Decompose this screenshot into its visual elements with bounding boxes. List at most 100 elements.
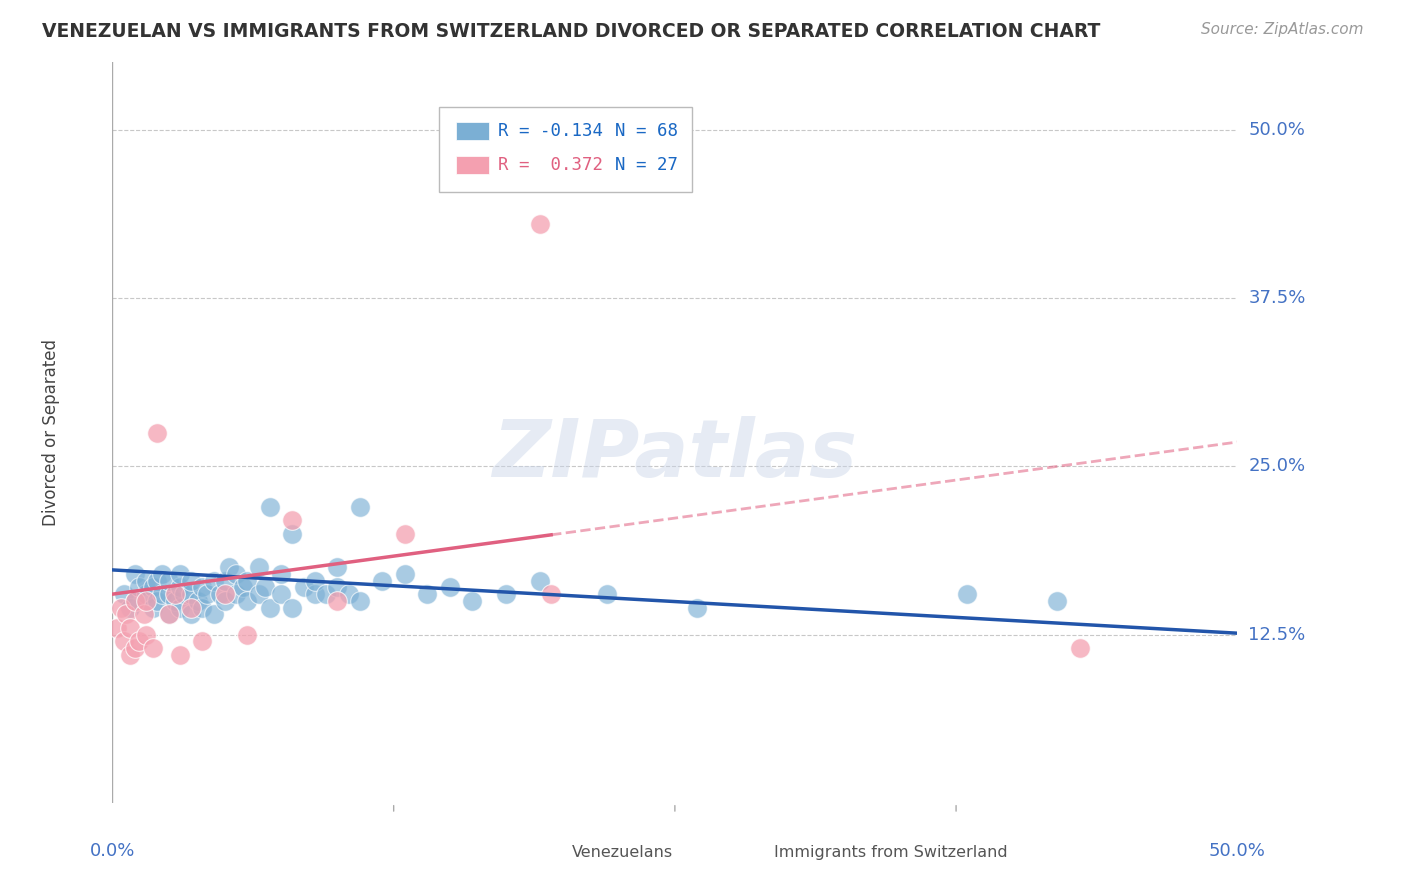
Text: 50.0%: 50.0% <box>1249 120 1305 139</box>
Point <box>157 607 180 622</box>
Point <box>236 594 259 608</box>
Point <box>112 587 135 601</box>
Point <box>165 594 187 608</box>
Text: 12.5%: 12.5% <box>1249 625 1306 643</box>
Text: Venezuelans: Venezuelans <box>571 845 672 860</box>
Point <box>349 500 371 514</box>
FancyBboxPatch shape <box>529 844 562 862</box>
Point <box>270 566 292 581</box>
Point <box>225 566 247 581</box>
Point <box>254 581 277 595</box>
Point <box>191 581 214 595</box>
Point <box>247 587 270 601</box>
Text: Source: ZipAtlas.com: Source: ZipAtlas.com <box>1201 22 1364 37</box>
Point <box>135 574 157 588</box>
Point <box>110 600 132 615</box>
Point <box>142 600 165 615</box>
Point <box>326 594 349 608</box>
Point <box>529 217 551 231</box>
Point <box>236 574 259 588</box>
Point <box>195 587 218 601</box>
Point <box>259 500 281 514</box>
Text: 37.5%: 37.5% <box>1249 289 1306 307</box>
Point <box>281 600 304 615</box>
Point <box>120 621 142 635</box>
Point <box>232 581 254 595</box>
Point <box>169 581 191 595</box>
Point <box>169 600 191 615</box>
Text: ZIPatlas: ZIPatlas <box>492 416 858 494</box>
Text: N = 68: N = 68 <box>616 122 678 140</box>
Point <box>128 634 150 648</box>
Point <box>225 587 247 601</box>
Point <box>304 574 326 588</box>
Point <box>169 566 191 581</box>
Point <box>120 648 142 662</box>
Point <box>173 587 195 601</box>
Point <box>1069 640 1091 655</box>
Text: R = -0.134: R = -0.134 <box>498 122 603 140</box>
Point <box>191 600 214 615</box>
FancyBboxPatch shape <box>456 156 489 174</box>
Point <box>529 574 551 588</box>
Point <box>218 560 240 574</box>
Text: Immigrants from Switzerland: Immigrants from Switzerland <box>773 845 1008 860</box>
Point <box>349 594 371 608</box>
Point <box>157 607 180 622</box>
FancyBboxPatch shape <box>439 107 692 192</box>
Point <box>169 648 191 662</box>
Point <box>209 587 232 601</box>
Point <box>326 581 349 595</box>
Point <box>214 574 236 588</box>
Text: 0.0%: 0.0% <box>90 842 135 860</box>
Point <box>180 600 202 615</box>
Point <box>165 587 187 601</box>
Point <box>315 587 337 601</box>
Point <box>135 594 157 608</box>
Point <box>180 574 202 588</box>
Point <box>135 587 157 601</box>
Point <box>135 627 157 641</box>
Point <box>112 634 135 648</box>
Point <box>394 566 416 581</box>
Point <box>157 587 180 601</box>
Point <box>439 581 461 595</box>
Text: VENEZUELAN VS IMMIGRANTS FROM SWITZERLAND DIVORCED OR SEPARATED CORRELATION CHAR: VENEZUELAN VS IMMIGRANTS FROM SWITZERLAN… <box>42 22 1101 41</box>
Point <box>187 594 209 608</box>
Point <box>214 594 236 608</box>
Text: Divorced or Separated: Divorced or Separated <box>42 339 59 526</box>
Point <box>337 587 360 601</box>
Point <box>259 600 281 615</box>
Point <box>191 634 214 648</box>
Point <box>128 581 150 595</box>
Point <box>142 581 165 595</box>
Point <box>150 566 173 581</box>
Point <box>180 607 202 622</box>
Point <box>686 600 709 615</box>
Point <box>124 640 146 655</box>
Point <box>1046 594 1069 608</box>
Point <box>120 600 142 615</box>
Point <box>150 587 173 601</box>
Point <box>146 425 169 440</box>
Point <box>270 587 292 601</box>
Point <box>394 526 416 541</box>
Point <box>124 594 146 608</box>
Point <box>292 581 315 595</box>
Text: R =  0.372: R = 0.372 <box>498 156 603 174</box>
Point <box>461 594 484 608</box>
Point <box>326 560 349 574</box>
Point <box>281 513 304 527</box>
Point <box>146 574 169 588</box>
Point <box>202 607 225 622</box>
Point <box>956 587 979 601</box>
FancyBboxPatch shape <box>731 844 765 862</box>
Point <box>124 566 146 581</box>
Text: 25.0%: 25.0% <box>1249 458 1306 475</box>
Point <box>371 574 394 588</box>
Point <box>115 607 138 622</box>
Point <box>495 587 517 601</box>
Point <box>540 587 562 601</box>
Point <box>124 594 146 608</box>
Point <box>105 621 128 635</box>
